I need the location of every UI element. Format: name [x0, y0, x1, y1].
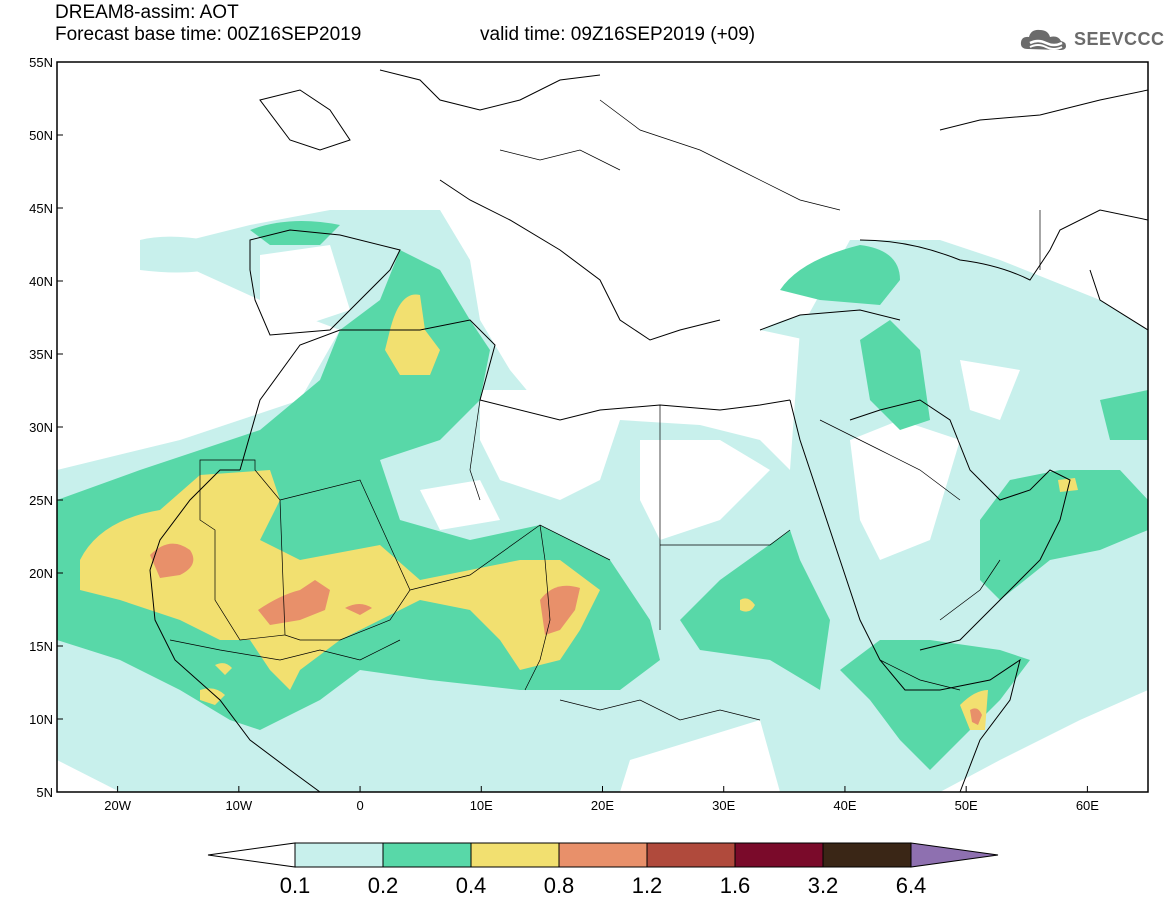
- title-line1: DREAM8-assim: AOT: [55, 2, 239, 23]
- lon-label: 10W: [225, 798, 252, 813]
- lon-label: 30E: [712, 798, 735, 813]
- lat-label: 45N: [29, 201, 53, 216]
- lon-axis: 20W 10W 0 10E 20E 30E 40E 50E 60E: [104, 786, 1099, 813]
- colorbar-box: [822, 842, 912, 868]
- colorbar-label: 6.4: [896, 873, 927, 898]
- lon-label: 50E: [955, 798, 978, 813]
- colorbar-label: 0.1: [280, 873, 311, 898]
- lon-label: 0: [356, 798, 363, 813]
- cloud-icon: [1020, 29, 1066, 50]
- colorbar-under-arrow: [207, 842, 296, 868]
- logo-text: SEEVCCC: [1074, 28, 1165, 49]
- logo: SEEVCCC: [1018, 24, 1165, 54]
- lat-label: 50N: [29, 128, 53, 143]
- aot-fields: [57, 62, 1148, 792]
- colorbar-labels: 0.1 0.2 0.4 0.8 1.2 1.6 3.2 6.4: [280, 873, 927, 898]
- colorbar-label: 0.2: [368, 873, 399, 898]
- colorbar-label: 0.8: [544, 873, 575, 898]
- lat-label: 5N: [36, 785, 53, 800]
- lat-label: 15N: [29, 639, 53, 654]
- lat-axis: 55N 50N 45N 40N 35N 30N 25N 20N 15N 10N 5N: [29, 55, 63, 800]
- colorbar-box: [558, 842, 648, 868]
- colorbar-box: [734, 842, 824, 868]
- colorbar-label: 1.2: [632, 873, 663, 898]
- valid-time: valid time: 09Z16SEP2019 (+09): [480, 24, 756, 45]
- title-line2: Forecast base time: 00Z16SEP2019: [55, 24, 362, 45]
- colorbar-over-arrow: [910, 842, 999, 868]
- borders: [169, 99, 1041, 721]
- lon-label: 20E: [591, 798, 614, 813]
- colorbar-box: [646, 842, 736, 868]
- lat-label: 20N: [29, 566, 53, 581]
- colorbar-box: [294, 842, 384, 868]
- colorbar-label: 1.6: [720, 873, 751, 898]
- lon-label: 10E: [470, 798, 493, 813]
- aot-level-0.4: [80, 294, 1078, 730]
- colorbar-boxes: [207, 842, 999, 868]
- coastlines: [149, 69, 1148, 792]
- lat-label: 35N: [29, 347, 53, 362]
- colorbar-label: 3.2: [808, 873, 839, 898]
- colorbar-box: [382, 842, 472, 868]
- aot-level-0.8: [150, 543, 982, 725]
- lat-label: 25N: [29, 493, 53, 508]
- lon-label: 20W: [104, 798, 131, 813]
- lat-label: 40N: [29, 274, 53, 289]
- lon-label: 60E: [1076, 798, 1099, 813]
- aot-gaps: [57, 245, 1020, 792]
- lat-label: 55N: [29, 55, 53, 70]
- lon-label: 40E: [833, 798, 856, 813]
- lat-label: 10N: [29, 712, 53, 727]
- colorbar-box: [470, 842, 560, 868]
- colorbar-label: 0.4: [456, 873, 487, 898]
- lat-label: 30N: [29, 420, 53, 435]
